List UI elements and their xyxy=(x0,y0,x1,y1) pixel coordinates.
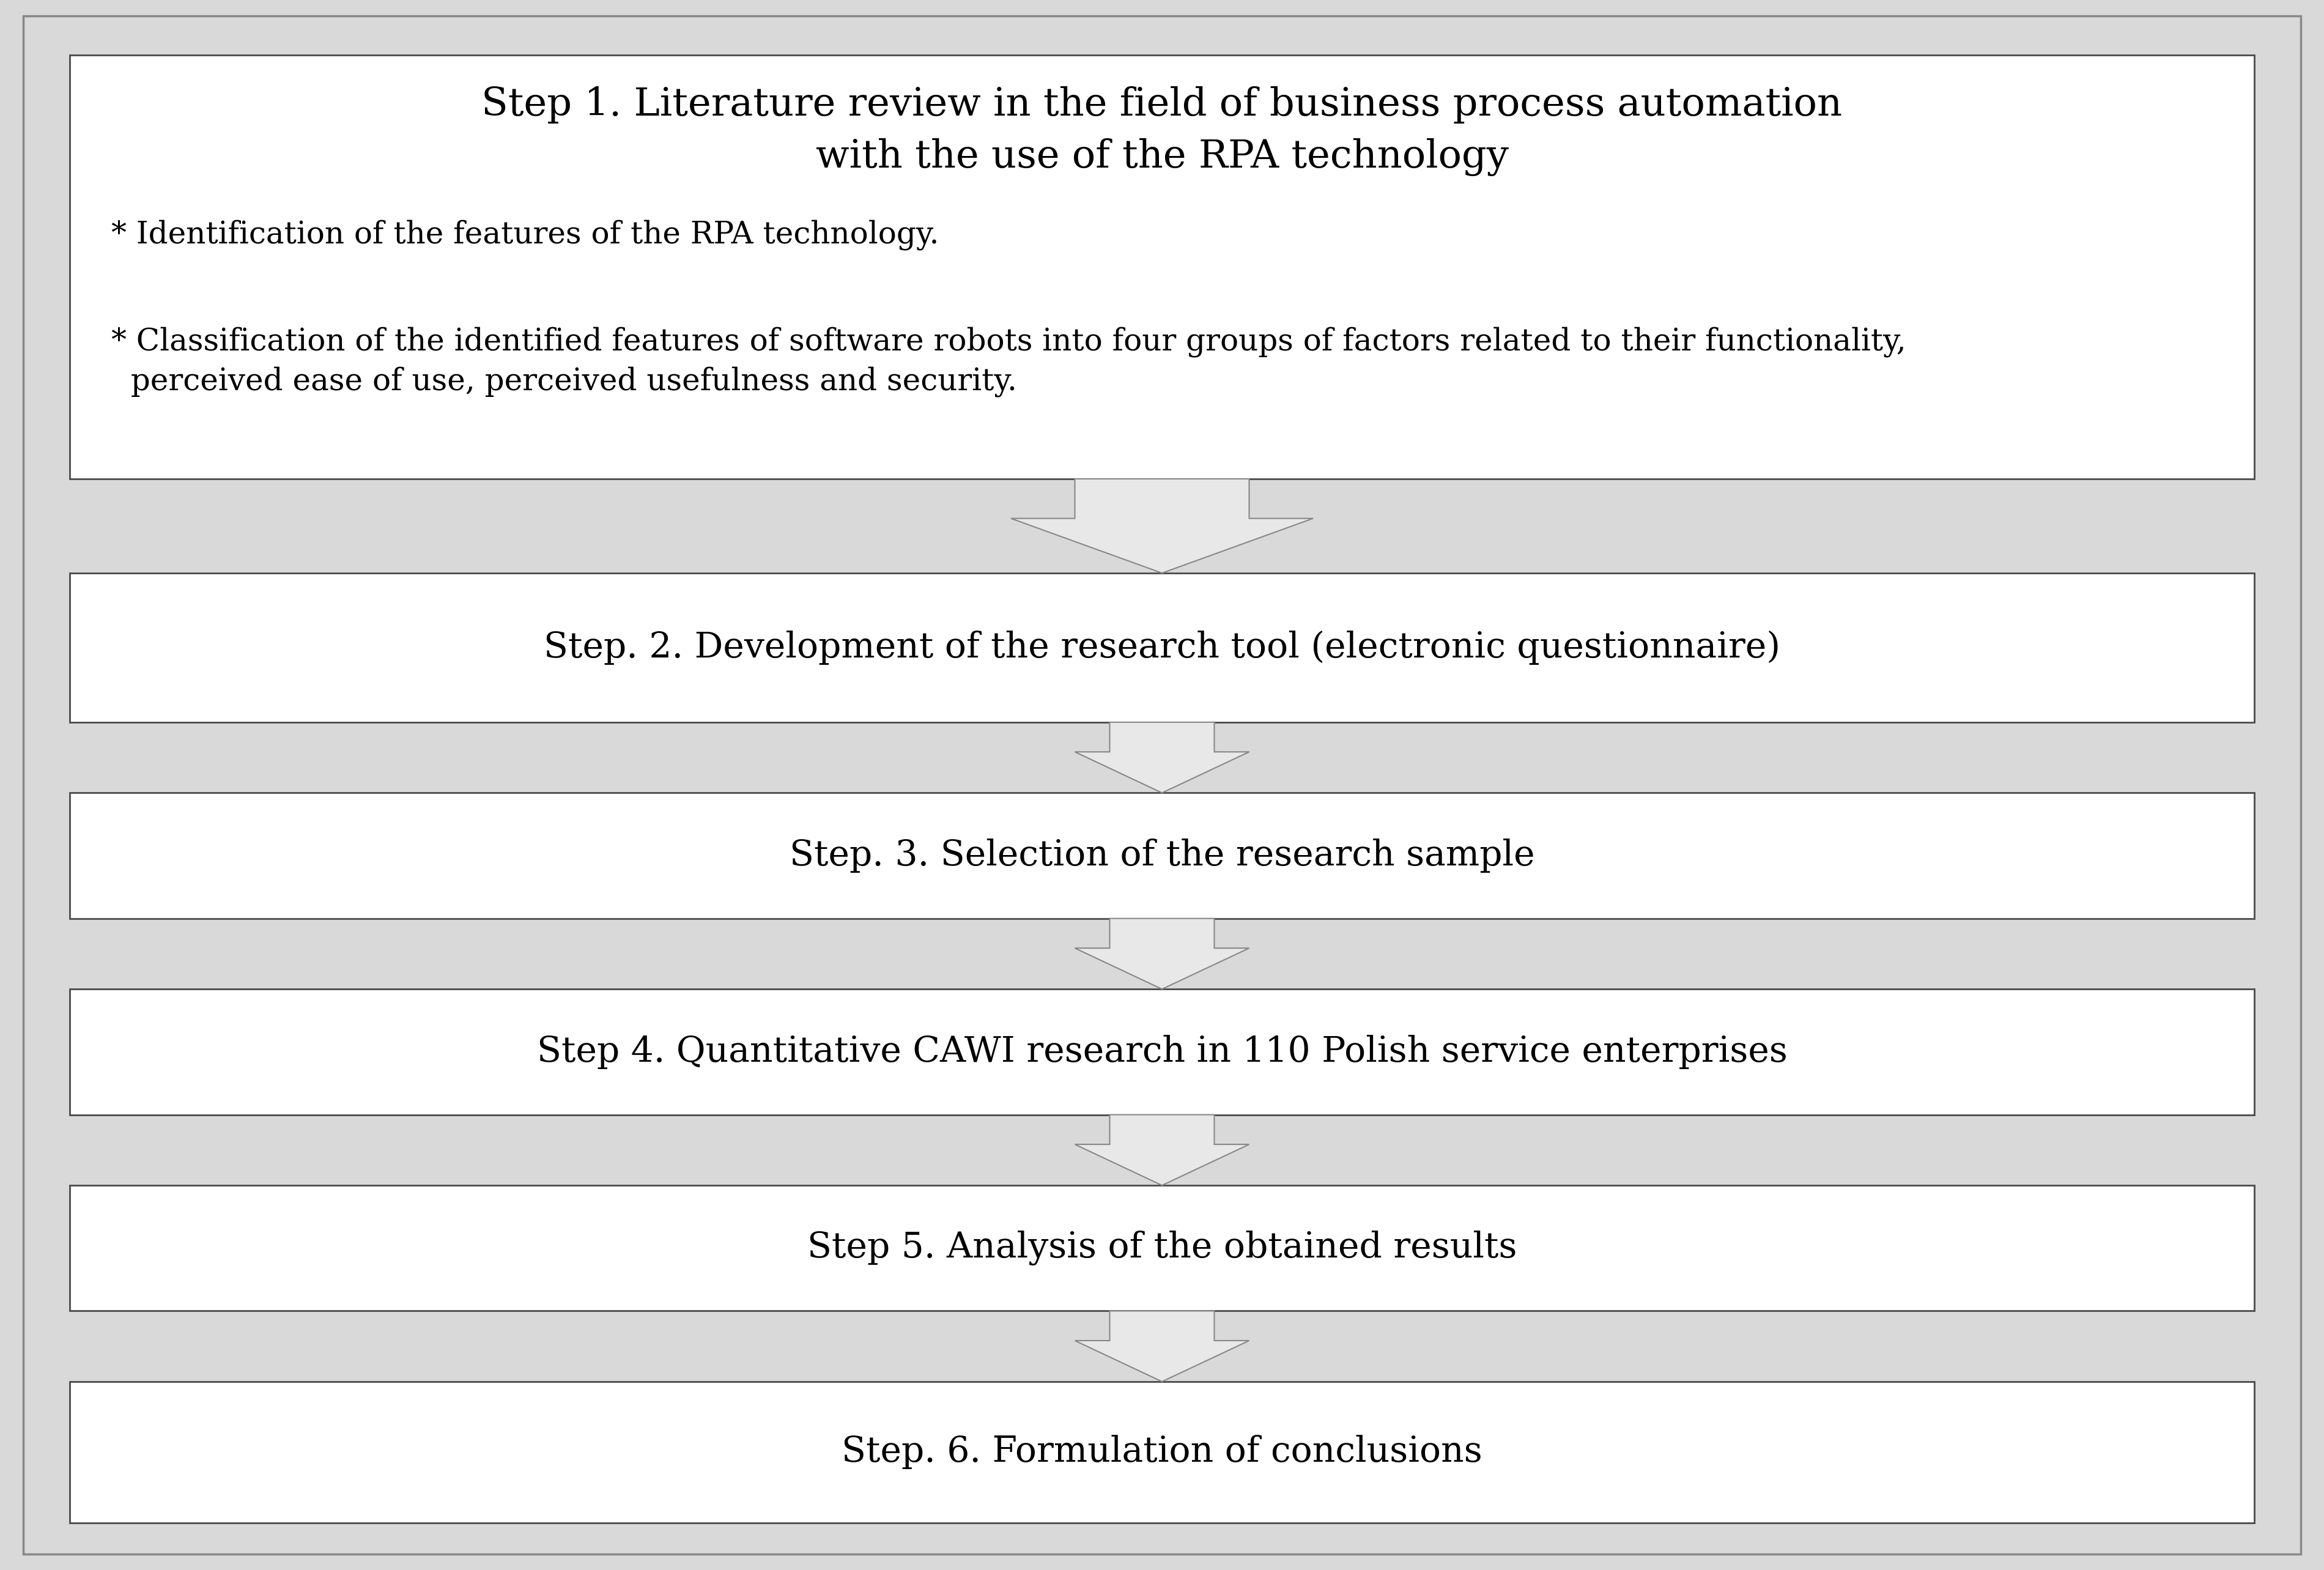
Text: * Identification of the features of the RPA technology.: * Identification of the features of the … xyxy=(112,220,939,250)
Text: Step 1. Literature review in the field of business process automation
with the u: Step 1. Literature review in the field o… xyxy=(481,86,1843,176)
Text: Step. 2. Development of the research tool (electronic questionnaire): Step. 2. Development of the research too… xyxy=(544,631,1780,664)
Polygon shape xyxy=(1074,1115,1250,1185)
Polygon shape xyxy=(1074,722,1250,793)
Text: Step. 3. Selection of the research sample: Step. 3. Selection of the research sampl… xyxy=(790,838,1534,873)
Polygon shape xyxy=(1074,918,1250,989)
Text: Step 4. Quantitative CAWI research in 110 Polish service enterprises: Step 4. Quantitative CAWI research in 11… xyxy=(537,1035,1787,1069)
Polygon shape xyxy=(1074,1311,1250,1382)
Text: Step. 6. Formulation of conclusions: Step. 6. Formulation of conclusions xyxy=(841,1435,1483,1470)
FancyBboxPatch shape xyxy=(70,573,2254,722)
FancyBboxPatch shape xyxy=(23,16,2301,1554)
Polygon shape xyxy=(1011,479,1313,573)
FancyBboxPatch shape xyxy=(70,793,2254,918)
FancyBboxPatch shape xyxy=(70,989,2254,1115)
FancyBboxPatch shape xyxy=(70,1382,2254,1523)
FancyBboxPatch shape xyxy=(70,55,2254,479)
Text: * Classification of the identified features of software robots into four groups : * Classification of the identified featu… xyxy=(112,327,1906,397)
FancyBboxPatch shape xyxy=(70,1185,2254,1311)
Text: Step 5. Analysis of the obtained results: Step 5. Analysis of the obtained results xyxy=(806,1231,1518,1265)
